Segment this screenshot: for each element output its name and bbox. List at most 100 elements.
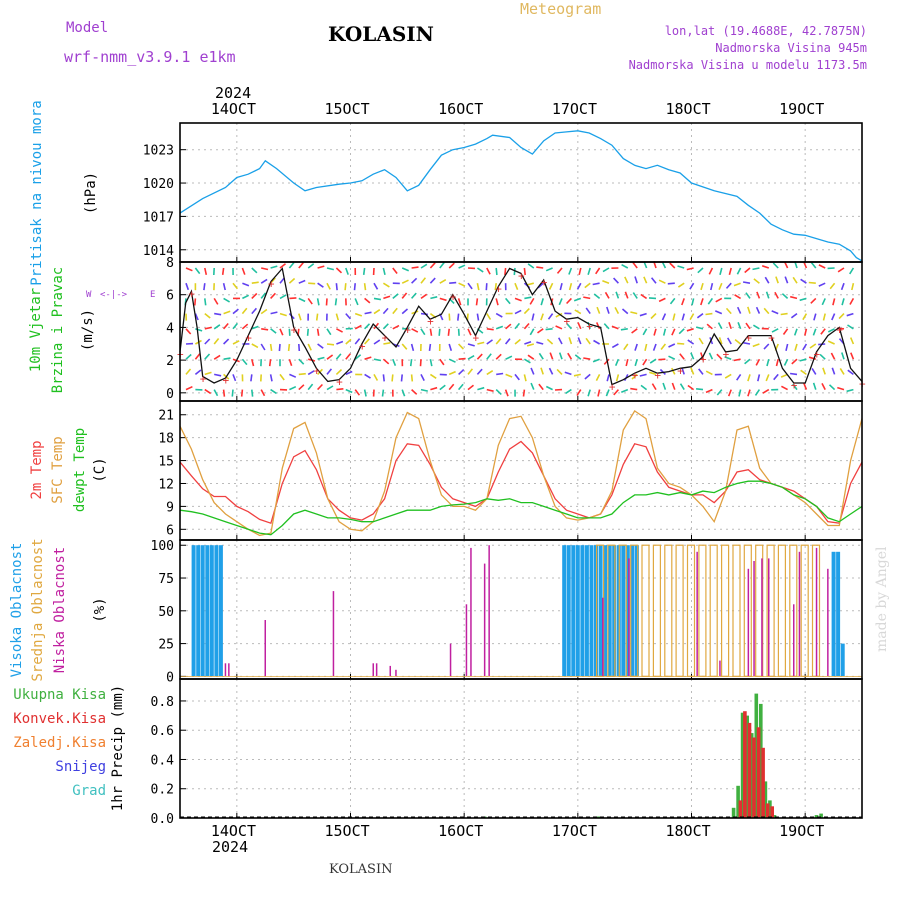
wind-arrow <box>719 267 723 276</box>
wind-arrow <box>221 267 225 276</box>
high-cloud-bar <box>612 545 617 677</box>
wind-arrow <box>373 339 381 345</box>
low-cloud-bar <box>747 568 750 677</box>
wind-arrow <box>809 343 817 349</box>
wind-arrow <box>242 294 250 300</box>
wind-arrow <box>812 382 817 390</box>
wind-arrow <box>643 276 648 284</box>
wind-arrow <box>251 281 259 284</box>
convective-precip-bar <box>765 803 770 818</box>
high-cloud-bar <box>634 545 639 677</box>
wind-arrow <box>411 328 419 333</box>
wind-arrow <box>214 312 222 316</box>
wind-arrow <box>250 374 253 382</box>
low-cloud-bar <box>224 663 227 677</box>
y-tick-label: 50 <box>158 605 174 620</box>
high-cloud-bar <box>621 545 626 677</box>
wind-arrow <box>354 312 363 317</box>
wind-arrow <box>724 356 732 360</box>
wind-arrow <box>204 326 212 330</box>
station-title: KOLASIN <box>328 22 434 46</box>
wind-arrow <box>476 353 483 360</box>
high-cloud-bar <box>607 545 612 677</box>
wind-arrow <box>486 353 492 360</box>
wind-arrow <box>439 384 446 391</box>
wind-arrow <box>800 278 807 284</box>
wind-arrow <box>548 282 554 290</box>
wind-arrow <box>574 354 582 360</box>
compass-east-label: E <box>150 290 155 300</box>
wind-arrow <box>651 383 657 391</box>
wind-arrow <box>613 389 620 396</box>
wind-arrow <box>458 264 466 269</box>
compass-glyph: <-|-> <box>100 290 128 300</box>
wind-arrow <box>658 358 666 361</box>
wind-arrow <box>477 341 485 345</box>
high-cloud-bar <box>840 643 845 677</box>
wind-arrow <box>593 339 600 345</box>
wind-arrow <box>686 328 694 332</box>
wind-arrow <box>213 324 221 330</box>
wind-arrow <box>392 307 398 315</box>
wind-arrow <box>410 292 417 299</box>
low-cloud-bar <box>815 547 818 677</box>
wind-arrow <box>439 358 445 366</box>
wind-arrow <box>763 343 770 350</box>
wind-arrow <box>336 388 344 391</box>
wind-arrow <box>742 341 751 345</box>
wind-arrow <box>614 358 620 367</box>
wind-arrow <box>362 267 366 276</box>
wind-arrow <box>631 373 638 380</box>
bottom-xtick-label: 17OCT <box>551 822 597 840</box>
wind-arrow <box>822 313 826 321</box>
wind-arrow <box>194 353 201 360</box>
wind-arrow <box>467 282 473 290</box>
wind-arrow <box>772 262 779 269</box>
high-cloud-bar <box>603 545 608 677</box>
wind-arrow <box>526 343 535 347</box>
wind-arrow <box>661 313 667 321</box>
wind-arrow <box>326 368 333 375</box>
wind-arrow <box>765 374 770 382</box>
wind-arrow <box>839 367 845 375</box>
wind-arrow <box>603 323 610 330</box>
wind-gust-marker: + <box>541 276 548 289</box>
wind-arrow <box>613 277 619 284</box>
wind-arrow <box>279 312 287 317</box>
wind-arrow <box>847 324 854 330</box>
wind-gust-marker: + <box>336 376 343 389</box>
wind-arrow <box>538 352 544 360</box>
wind-gust-marker: + <box>245 332 252 345</box>
panel-frame <box>179 678 863 819</box>
wind-arrow <box>204 298 207 306</box>
y-tick-label: 6 <box>166 523 174 538</box>
wind-arrow <box>439 262 445 269</box>
wind-arrow <box>531 313 535 321</box>
wind-arrow <box>849 298 855 305</box>
wind-arrow <box>223 297 231 303</box>
wind-arrow <box>549 352 554 360</box>
wind-arrow <box>458 343 464 350</box>
wind-gust-marker: + <box>768 332 775 345</box>
low-cloud-bar <box>827 568 829 677</box>
wind-arrow <box>307 297 313 305</box>
wind-arrow <box>261 328 269 331</box>
total-precip-bar <box>736 785 740 818</box>
high-cloud-bar <box>562 545 567 677</box>
wind-arrow <box>447 328 450 336</box>
footer-station: KOLASIN <box>329 862 393 877</box>
wind-arrow <box>373 374 379 381</box>
wind-arrow <box>411 266 419 269</box>
wind-arrow <box>439 279 447 284</box>
wind-arrow <box>583 296 591 300</box>
wind-arrow <box>513 267 516 276</box>
wind-arrow <box>744 358 751 365</box>
wind-arrow <box>662 328 667 336</box>
panel-background <box>180 262 862 401</box>
wind-arrow <box>298 384 305 391</box>
wind-arrow <box>762 388 770 394</box>
bottom-xtick-label: 16OCT <box>438 822 484 840</box>
wind-arrow <box>708 267 714 275</box>
wind-arrow <box>827 328 835 333</box>
wind-arrow <box>831 313 836 321</box>
